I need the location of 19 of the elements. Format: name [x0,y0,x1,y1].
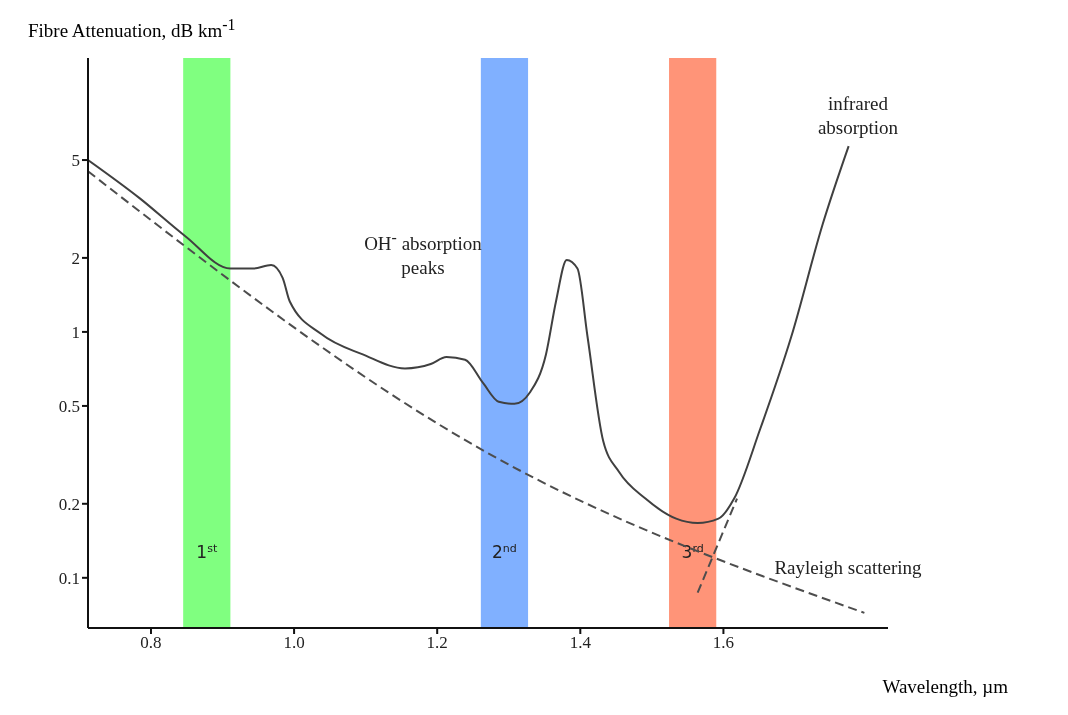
x-tick-label: 1.4 [569,633,592,653]
y-tick-label: 5 [71,151,80,171]
y-tick-label: 0.5 [58,396,80,416]
y-axis-title: Fibre Attenuation, dB km$^{-1}$ [28,16,236,43]
x-axis-title: Wavelength, µm [882,676,1008,698]
band-label: 3$^{rd}$ [681,541,704,562]
band-label: 1$^{st}$ [196,541,218,562]
annotation: Rayleigh scattering [773,556,923,580]
band-label: 2$^{nd}$ [492,541,517,562]
x-tick-label: 1.6 [712,633,735,653]
x-tick-label: 1.2 [426,633,448,653]
line-series [88,145,850,525]
x-tick-label: 0.8 [140,633,162,653]
y-tick-label: 2 [71,248,80,268]
x-tick-label: 1.0 [283,633,305,653]
annotation: infrared absorption [816,92,900,140]
y-tick-label: 1 [71,322,80,342]
y-tick-label: 0.1 [58,568,80,588]
y-tick-label: 0.2 [58,494,80,514]
